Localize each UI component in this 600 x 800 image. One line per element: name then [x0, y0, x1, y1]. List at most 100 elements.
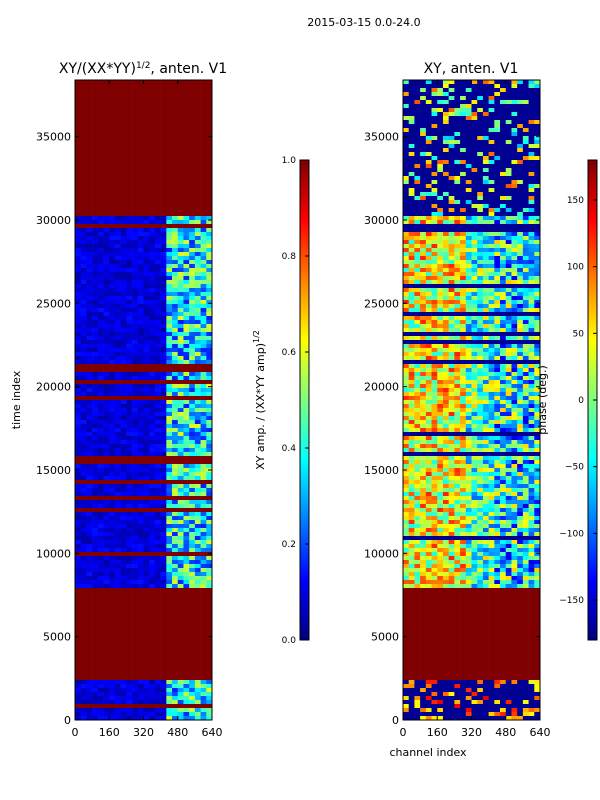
left-heatmap-cell: [166, 660, 173, 665]
left-heatmap-cell: [126, 448, 133, 453]
left-heatmap-cell: [120, 404, 127, 409]
left-heatmap-cell: [206, 348, 212, 353]
right-heatmap-cell: [488, 92, 495, 97]
right-heatmap-cell: [488, 128, 495, 133]
left-heatmap-cell: [92, 468, 99, 473]
left-heatmap-cell: [109, 508, 116, 513]
right-heatmap-cell: [482, 188, 489, 193]
left-heatmap-cell: [160, 236, 167, 241]
right-heatmap-cell: [425, 212, 432, 217]
left-heatmap-cell: [114, 160, 121, 165]
right-heatmap-cell: [414, 192, 421, 197]
left-heatmap-cell: [183, 368, 190, 373]
left-heatmap-cell: [160, 356, 167, 361]
right-heatmap-cell: [471, 84, 478, 89]
right-heatmap-cell: [448, 212, 455, 217]
right-heatmap-cell: [511, 168, 518, 173]
right-heatmap-cell: [442, 164, 449, 169]
left-heatmap-cell: [109, 260, 116, 265]
left-heatmap-cell: [97, 88, 104, 93]
left-heatmap-cell: [86, 324, 93, 329]
left-heatmap-cell: [172, 660, 179, 665]
left-heatmap-cell: [154, 180, 161, 185]
left-heatmap-cell: [160, 228, 167, 233]
left-heatmap-cell: [166, 336, 173, 341]
left-heatmap-cell: [137, 240, 144, 245]
left-heatmap-cell: [75, 664, 82, 669]
left-heatmap-cell: [200, 380, 207, 385]
right-heatmap-cell: [500, 104, 507, 109]
left-heatmap-cell: [200, 176, 207, 181]
left-heatmap-cell: [103, 540, 110, 545]
left-heatmap-cell: [86, 584, 93, 589]
left-heatmap-cell: [132, 456, 139, 461]
left-heatmap-cell: [149, 80, 156, 85]
left-heatmap-cell: [194, 484, 201, 489]
right-heatmap-cell: [420, 132, 427, 137]
left-heatmap-cell: [206, 232, 212, 237]
left-heatmap-cell: [143, 524, 150, 529]
left-heatmap-cell: [97, 508, 104, 513]
left-heatmap-cell: [200, 148, 207, 153]
left-heatmap-cell: [86, 704, 93, 709]
left-heatmap-cell: [154, 88, 161, 93]
right-heatmap-cell: [488, 240, 495, 245]
right-heatmap-cell: [505, 224, 512, 229]
left-heatmap-cell: [177, 620, 184, 625]
left-heatmap-cell: [132, 108, 139, 113]
left-heatmap-cell: [120, 116, 127, 121]
left-heatmap-cell: [177, 644, 184, 649]
left-heatmap-cell: [183, 556, 190, 561]
left-heatmap-cell: [149, 644, 156, 649]
left-heatmap-cell: [143, 624, 150, 629]
right-heatmap-cell: [408, 260, 415, 265]
left-heatmap-cell: [206, 260, 212, 265]
left-heatmap-cell: [183, 504, 190, 509]
left-heatmap-cell: [80, 356, 87, 361]
left-heatmap-cell: [177, 460, 184, 465]
left-heatmap-cell: [183, 608, 190, 613]
left-heatmap-cell: [80, 496, 87, 501]
right-heatmap-cell: [511, 236, 518, 241]
right-heatmap-cell: [494, 240, 501, 245]
left-heatmap-cell: [86, 552, 93, 557]
left-heatmap-cell: [160, 96, 167, 101]
left-heatmap-cell: [120, 468, 127, 473]
left-heatmap-cell: [200, 616, 207, 621]
left-heatmap-cell: [80, 320, 87, 325]
right-heatmap-cell: [414, 84, 421, 89]
left-heatmap-cell: [200, 108, 207, 113]
left-heatmap-cell: [200, 272, 207, 277]
left-heatmap-cell: [183, 448, 190, 453]
left-heatmap-cell: [143, 652, 150, 657]
left-heatmap-cell: [80, 304, 87, 309]
left-heatmap-cell: [206, 560, 212, 565]
right-heatmap-cell: [420, 88, 427, 93]
left-heatmap-cell: [75, 648, 82, 653]
left-heatmap-cell: [194, 540, 201, 545]
left-heatmap-cell: [103, 160, 110, 165]
right-heatmap-cell: [517, 256, 524, 261]
right-heatmap-cell: [500, 116, 507, 121]
right-heatmap-cell: [534, 160, 540, 165]
right-heatmap-cell: [454, 168, 461, 173]
left-heatmap-cell: [160, 124, 167, 129]
left-heatmap-cell: [166, 688, 173, 693]
right-heatmap-cell: [482, 196, 489, 201]
left-heatmap-cell: [200, 416, 207, 421]
right-heatmap-cell: [522, 112, 529, 117]
left-heatmap-cell: [97, 216, 104, 221]
left-heatmap-cell: [154, 116, 161, 121]
left-heatmap-cell: [177, 256, 184, 261]
right-heatmap-cell: [471, 104, 478, 109]
left-heatmap-cell: [177, 232, 184, 237]
right-heatmap-cell: [517, 208, 524, 213]
left-heatmap-cell: [109, 532, 116, 537]
left-heatmap-cell: [200, 680, 207, 685]
right-heatmap-cell: [528, 168, 535, 173]
left-heatmap-cell: [177, 540, 184, 545]
left-heatmap-cell: [183, 596, 190, 601]
right-heatmap-cell: [408, 136, 415, 141]
left-heatmap-cell: [86, 244, 93, 249]
left-heatmap-cell: [114, 104, 121, 109]
